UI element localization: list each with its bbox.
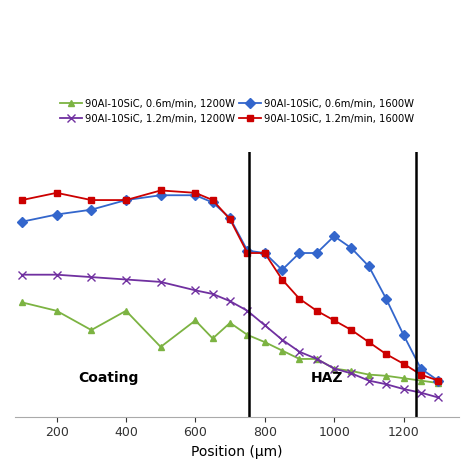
90Al-10SiC, 1.2m/min, 1600W [210,197,216,203]
90Al-10SiC, 0.6m/min, 1600W [210,200,216,205]
90Al-10SiC, 1.2m/min, 1600W [418,372,424,377]
90Al-10SiC, 1.2m/min, 1200W [401,386,406,392]
90Al-10SiC, 1.2m/min, 1600W [279,277,285,283]
Line: 90Al-10SiC, 0.6m/min, 1600W: 90Al-10SiC, 0.6m/min, 1600W [18,192,442,384]
90Al-10SiC, 0.6m/min, 1200W [192,318,198,323]
90Al-10SiC, 1.2m/min, 1600W [245,250,250,256]
90Al-10SiC, 1.2m/min, 1200W [418,390,424,395]
90Al-10SiC, 1.2m/min, 1200W [54,272,59,278]
90Al-10SiC, 1.2m/min, 1600W [262,250,268,256]
90Al-10SiC, 0.6m/min, 1200W [435,380,441,386]
90Al-10SiC, 0.6m/min, 1200W [123,308,129,314]
90Al-10SiC, 0.6m/min, 1200W [383,373,389,379]
90Al-10SiC, 1.2m/min, 1200W [366,378,372,383]
90Al-10SiC, 0.6m/min, 1600W [89,207,94,212]
90Al-10SiC, 1.2m/min, 1200W [279,337,285,343]
90Al-10SiC, 1.2m/min, 1600W [192,190,198,196]
90Al-10SiC, 0.6m/min, 1200W [158,344,164,350]
90Al-10SiC, 1.2m/min, 1600W [435,378,441,383]
90Al-10SiC, 1.2m/min, 1600W [314,308,319,314]
Text: Coating: Coating [79,371,139,385]
90Al-10SiC, 1.2m/min, 1200W [348,371,354,376]
90Al-10SiC, 1.2m/min, 1200W [227,298,233,304]
90Al-10SiC, 1.2m/min, 1200W [331,366,337,372]
90Al-10SiC, 1.2m/min, 1600W [123,197,129,203]
90Al-10SiC, 0.6m/min, 1600W [435,378,441,383]
90Al-10SiC, 1.2m/min, 1200W [19,272,25,278]
90Al-10SiC, 0.6m/min, 1600W [297,250,302,256]
90Al-10SiC, 1.2m/min, 1600W [348,327,354,333]
90Al-10SiC, 0.6m/min, 1600W [279,267,285,273]
90Al-10SiC, 1.2m/min, 1600W [158,188,164,193]
90Al-10SiC, 0.6m/min, 1600W [401,332,406,337]
90Al-10SiC, 1.2m/min, 1200W [314,356,319,362]
90Al-10SiC, 1.2m/min, 1200W [210,291,216,297]
90Al-10SiC, 1.2m/min, 1200W [192,288,198,293]
90Al-10SiC, 0.6m/min, 1200W [19,300,25,305]
90Al-10SiC, 1.2m/min, 1600W [54,190,59,196]
90Al-10SiC, 0.6m/min, 1200W [279,347,285,353]
90Al-10SiC, 0.6m/min, 1600W [314,250,319,256]
90Al-10SiC, 0.6m/min, 1200W [348,368,354,374]
90Al-10SiC, 1.2m/min, 1600W [331,318,337,323]
90Al-10SiC, 0.6m/min, 1600W [262,250,268,256]
90Al-10SiC, 0.6m/min, 1200W [89,327,94,333]
X-axis label: Position (μm): Position (μm) [191,445,283,459]
Line: 90Al-10SiC, 1.2m/min, 1200W: 90Al-10SiC, 1.2m/min, 1200W [18,271,442,401]
90Al-10SiC, 1.2m/min, 1600W [297,296,302,301]
90Al-10SiC, 0.6m/min, 1600W [123,197,129,203]
90Al-10SiC, 0.6m/min, 1600W [227,215,233,221]
90Al-10SiC, 1.2m/min, 1200W [383,382,389,387]
90Al-10SiC, 0.6m/min, 1200W [227,320,233,326]
90Al-10SiC, 0.6m/min, 1200W [418,378,424,383]
90Al-10SiC, 0.6m/min, 1200W [245,332,250,337]
90Al-10SiC, 1.2m/min, 1600W [366,339,372,345]
90Al-10SiC, 0.6m/min, 1200W [401,375,406,381]
90Al-10SiC, 0.6m/min, 1600W [158,192,164,198]
Text: HAZ: HAZ [311,371,344,385]
90Al-10SiC, 1.2m/min, 1600W [401,361,406,366]
Legend: 90Al-10SiC, 0.6m/min, 1200W, 90Al-10SiC, 1.2m/min, 1200W, 90Al-10SiC, 0.6m/min, : 90Al-10SiC, 0.6m/min, 1200W, 90Al-10SiC,… [60,99,414,124]
90Al-10SiC, 0.6m/min, 1200W [297,356,302,362]
90Al-10SiC, 1.2m/min, 1200W [245,308,250,314]
90Al-10SiC, 0.6m/min, 1600W [245,248,250,254]
90Al-10SiC, 0.6m/min, 1600W [54,212,59,218]
90Al-10SiC, 1.2m/min, 1200W [158,279,164,285]
90Al-10SiC, 0.6m/min, 1200W [366,372,372,377]
90Al-10SiC, 1.2m/min, 1200W [297,349,302,355]
90Al-10SiC, 1.2m/min, 1600W [227,217,233,222]
90Al-10SiC, 0.6m/min, 1600W [192,192,198,198]
90Al-10SiC, 0.6m/min, 1600W [418,366,424,372]
90Al-10SiC, 0.6m/min, 1600W [348,246,354,251]
90Al-10SiC, 0.6m/min, 1200W [262,339,268,345]
90Al-10SiC, 0.6m/min, 1600W [19,219,25,225]
90Al-10SiC, 1.2m/min, 1600W [383,351,389,357]
90Al-10SiC, 0.6m/min, 1600W [366,264,372,269]
90Al-10SiC, 0.6m/min, 1200W [54,308,59,314]
90Al-10SiC, 0.6m/min, 1600W [383,296,389,301]
Line: 90Al-10SiC, 0.6m/min, 1200W: 90Al-10SiC, 0.6m/min, 1200W [18,299,442,386]
90Al-10SiC, 0.6m/min, 1200W [314,356,319,362]
90Al-10SiC, 1.2m/min, 1200W [89,274,94,280]
90Al-10SiC, 0.6m/min, 1200W [210,336,216,341]
90Al-10SiC, 1.2m/min, 1200W [435,395,441,401]
90Al-10SiC, 1.2m/min, 1600W [19,197,25,203]
90Al-10SiC, 0.6m/min, 1600W [331,233,337,239]
Line: 90Al-10SiC, 1.2m/min, 1600W: 90Al-10SiC, 1.2m/min, 1600W [18,187,442,384]
90Al-10SiC, 1.2m/min, 1600W [89,197,94,203]
90Al-10SiC, 1.2m/min, 1200W [123,277,129,283]
90Al-10SiC, 1.2m/min, 1200W [262,322,268,328]
90Al-10SiC, 0.6m/min, 1200W [331,366,337,372]
